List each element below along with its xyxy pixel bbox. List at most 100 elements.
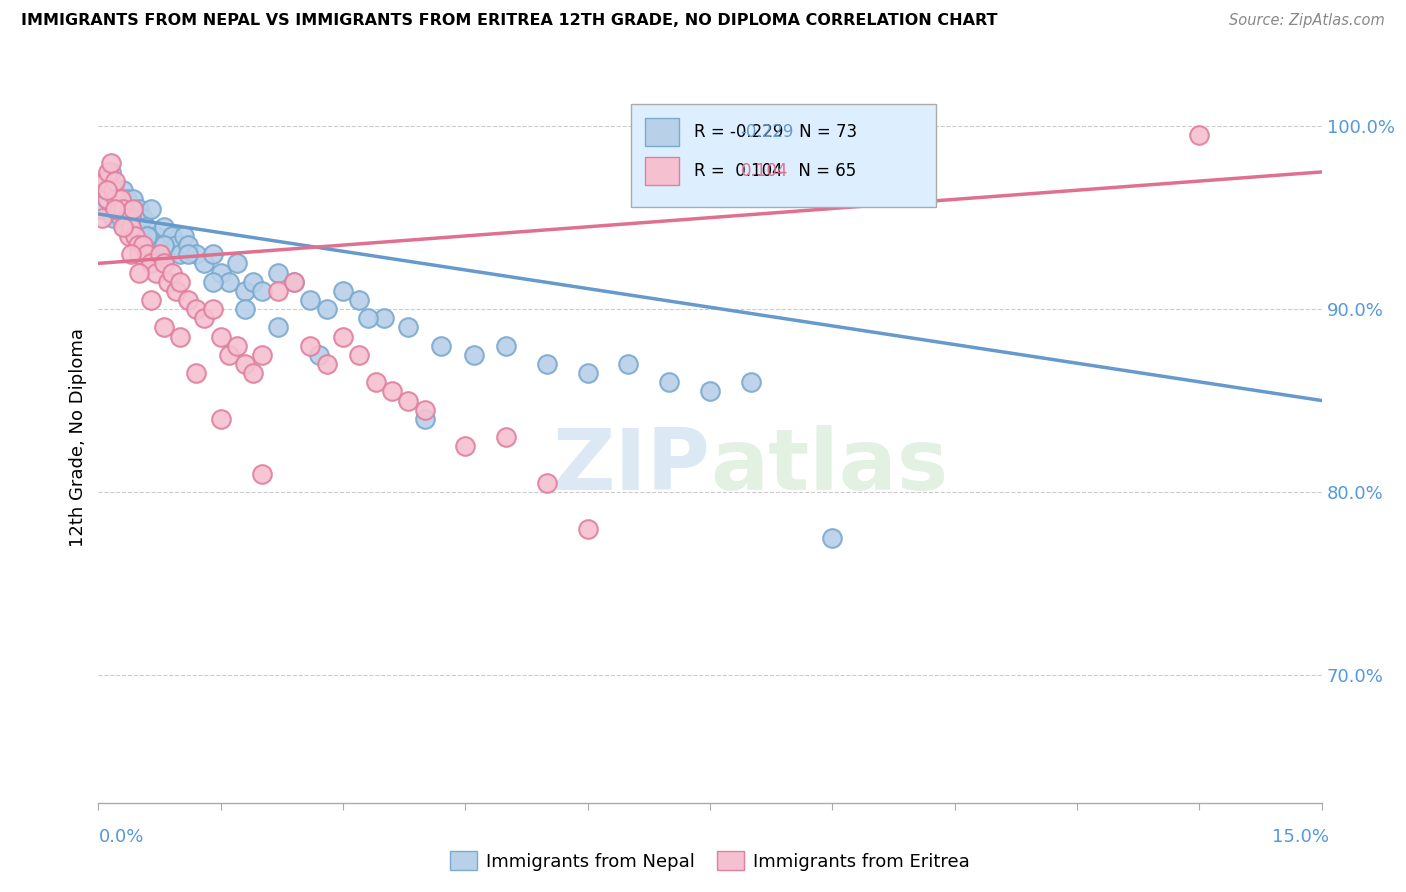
- Point: [104, 202, 127, 216]
- Point: [152, 256, 174, 270]
- Point: [129, 229, 152, 244]
- Point: [111, 183, 134, 197]
- Point: [118, 211, 141, 225]
- Point: [114, 202, 136, 216]
- Point: [101, 183, 124, 197]
- Point: [160, 266, 183, 280]
- Point: [201, 247, 224, 261]
- Point: [104, 174, 127, 188]
- Point: [201, 302, 224, 317]
- Point: [105, 193, 128, 207]
- Point: [283, 275, 305, 289]
- Point: [495, 430, 517, 444]
- Point: [105, 202, 128, 216]
- Point: [186, 366, 208, 380]
- Text: atlas: atlas: [710, 425, 948, 508]
- Point: [740, 376, 762, 390]
- Point: [91, 202, 114, 216]
- Point: [454, 439, 477, 453]
- Point: [209, 329, 232, 343]
- Point: [283, 275, 305, 289]
- Point: [430, 339, 453, 353]
- Point: [96, 183, 118, 197]
- Point: [396, 320, 419, 334]
- Point: [177, 247, 200, 261]
- Point: [413, 402, 436, 417]
- Point: [396, 393, 419, 408]
- Bar: [645, 157, 679, 185]
- Text: 15.0%: 15.0%: [1271, 828, 1329, 846]
- Point: [165, 238, 187, 252]
- Point: [149, 247, 172, 261]
- Point: [617, 357, 640, 371]
- Point: [145, 229, 167, 244]
- Point: [141, 293, 163, 307]
- Point: [124, 211, 146, 225]
- Point: [104, 202, 127, 216]
- Point: [349, 348, 371, 362]
- Point: [152, 219, 174, 234]
- Point: [308, 348, 330, 362]
- FancyBboxPatch shape: [630, 104, 936, 207]
- Point: [364, 376, 387, 390]
- Point: [145, 266, 167, 280]
- Point: [127, 219, 149, 234]
- Point: [96, 193, 118, 207]
- Point: [233, 357, 256, 371]
- Point: [128, 202, 150, 216]
- Point: [186, 247, 208, 261]
- Point: [315, 302, 337, 317]
- Point: [250, 467, 273, 481]
- Point: [658, 376, 681, 390]
- Point: [121, 193, 143, 207]
- Point: [193, 256, 215, 270]
- Point: [218, 275, 240, 289]
- Point: [124, 229, 146, 244]
- Point: [101, 211, 124, 225]
- Point: [160, 229, 183, 244]
- Point: [104, 183, 127, 197]
- Point: [209, 266, 232, 280]
- Point: [218, 348, 240, 362]
- Point: [267, 320, 290, 334]
- Point: [315, 357, 337, 371]
- Point: [299, 293, 322, 307]
- Point: [128, 266, 150, 280]
- Text: IMMIGRANTS FROM NEPAL VS IMMIGRANTS FROM ERITREA 12TH GRADE, NO DIPLOMA CORRELAT: IMMIGRANTS FROM NEPAL VS IMMIGRANTS FROM…: [21, 13, 998, 29]
- Point: [132, 238, 155, 252]
- Point: [201, 275, 224, 289]
- Point: [149, 238, 172, 252]
- Point: [115, 193, 138, 207]
- Point: [141, 256, 163, 270]
- Point: [94, 174, 117, 188]
- Point: [209, 412, 232, 426]
- Point: [118, 229, 141, 244]
- Point: [111, 219, 134, 234]
- Text: R =  0.104   N = 65: R = 0.104 N = 65: [695, 161, 856, 180]
- Text: 0.0%: 0.0%: [98, 828, 143, 846]
- Point: [169, 329, 191, 343]
- Legend: Immigrants from Nepal, Immigrants from Eritrea: Immigrants from Nepal, Immigrants from E…: [443, 844, 977, 878]
- Point: [100, 156, 122, 170]
- Point: [120, 219, 142, 234]
- Y-axis label: 12th Grade, No Diploma: 12th Grade, No Diploma: [69, 327, 87, 547]
- Point: [226, 339, 249, 353]
- Point: [141, 202, 163, 216]
- Point: [536, 357, 558, 371]
- Point: [156, 275, 179, 289]
- Point: [177, 238, 200, 252]
- Point: [135, 219, 157, 234]
- Point: [413, 412, 436, 426]
- Point: [156, 247, 179, 261]
- Point: [115, 211, 138, 225]
- Point: [356, 311, 378, 326]
- Point: [94, 174, 117, 188]
- Point: [267, 284, 290, 298]
- Point: [91, 211, 114, 225]
- Point: [110, 211, 132, 225]
- Point: [111, 202, 134, 216]
- Point: [332, 284, 354, 298]
- Point: [114, 219, 136, 234]
- Point: [299, 339, 322, 353]
- Point: [100, 165, 122, 179]
